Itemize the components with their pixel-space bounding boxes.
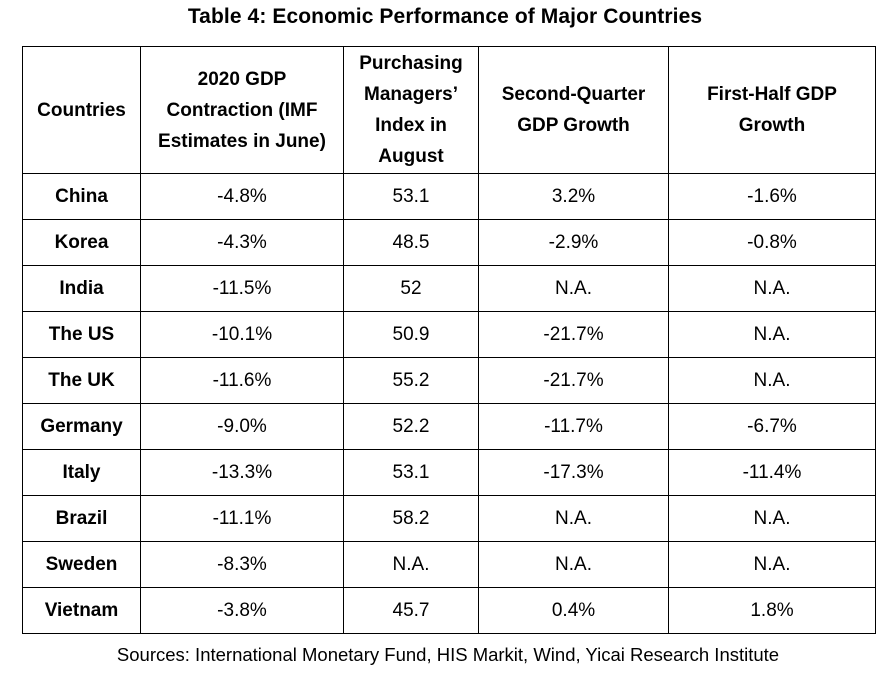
- table-row: Italy -13.3% 53.1 -17.3% -11.4%: [22, 449, 876, 496]
- gdp-contraction-cell: -11.5%: [140, 265, 344, 312]
- header-countries: Countries: [22, 46, 141, 174]
- pmi-cell: 48.5: [343, 219, 479, 266]
- q2-growth-cell: 3.2%: [478, 173, 669, 220]
- header-pmi: Purchasing Managers’ Index in August: [343, 46, 479, 174]
- q2-growth-cell: N.A.: [478, 541, 669, 588]
- h1-growth-cell: N.A.: [668, 311, 876, 358]
- h1-growth-cell: -1.6%: [668, 173, 876, 220]
- pmi-cell: 55.2: [343, 357, 479, 404]
- h1-growth-cell: N.A.: [668, 265, 876, 312]
- header-h1-growth: First-Half GDP Growth: [668, 46, 876, 174]
- country-cell: India: [22, 265, 141, 312]
- table-row: Sweden -8.3% N.A. N.A. N.A.: [22, 541, 876, 588]
- q2-growth-cell: -21.7%: [478, 357, 669, 404]
- gdp-contraction-cell: -11.6%: [140, 357, 344, 404]
- q2-growth-cell: -17.3%: [478, 449, 669, 496]
- table-row: Korea -4.3% 48.5 -2.9% -0.8%: [22, 219, 876, 266]
- country-cell: The UK: [22, 357, 141, 404]
- table-row: China -4.8% 53.1 3.2% -1.6%: [22, 173, 876, 220]
- header-q2-growth: Second-Quarter GDP Growth: [478, 46, 669, 174]
- header-pmi-label: Purchasing Managers’ Index in August: [359, 53, 463, 167]
- pmi-cell: 53.1: [343, 449, 479, 496]
- table-row: Vietnam -3.8% 45.7 0.4% 1.8%: [22, 587, 876, 634]
- table-row: India -11.5% 52 N.A. N.A.: [22, 265, 876, 312]
- table-row: Germany -9.0% 52.2 -11.7% -6.7%: [22, 403, 876, 450]
- header-q2-growth-label: Second-Quarter GDP Growth: [501, 84, 646, 136]
- h1-growth-cell: N.A.: [668, 495, 876, 542]
- pmi-cell: 45.7: [343, 587, 479, 634]
- q2-growth-cell: -21.7%: [478, 311, 669, 358]
- header-h1-growth-label: First-Half GDP Growth: [707, 84, 837, 136]
- pmi-cell: 53.1: [343, 173, 479, 220]
- h1-growth-cell: -11.4%: [668, 449, 876, 496]
- gdp-contraction-cell: -4.8%: [140, 173, 344, 220]
- country-cell: Italy: [22, 449, 141, 496]
- sources-note: Sources: International Monetary Fund, HI…: [116, 644, 780, 665]
- gdp-contraction-cell: -11.1%: [140, 495, 344, 542]
- h1-growth-cell: N.A.: [668, 541, 876, 588]
- q2-growth-cell: -2.9%: [478, 219, 669, 266]
- h1-growth-cell: -6.7%: [668, 403, 876, 450]
- q2-growth-cell: 0.4%: [478, 587, 669, 634]
- country-cell: Sweden: [22, 541, 141, 588]
- economic-performance-table: Countries 2020 GDP Contraction (IMF Esti…: [22, 46, 876, 634]
- pmi-cell: 52: [343, 265, 479, 312]
- country-cell: Vietnam: [22, 587, 141, 634]
- pmi-cell: 58.2: [343, 495, 479, 542]
- h1-growth-cell: 1.8%: [668, 587, 876, 634]
- pmi-cell: 52.2: [343, 403, 479, 450]
- gdp-contraction-cell: -4.3%: [140, 219, 344, 266]
- q2-growth-cell: N.A.: [478, 265, 669, 312]
- country-cell: Germany: [22, 403, 141, 450]
- h1-growth-cell: -0.8%: [668, 219, 876, 266]
- country-cell: Brazil: [22, 495, 141, 542]
- country-cell: Korea: [22, 219, 141, 266]
- q2-growth-cell: -11.7%: [478, 403, 669, 450]
- header-gdp-contraction-label: 2020 GDP Contraction (IMF Estimates in J…: [158, 68, 326, 152]
- table-row: Brazil -11.1% 58.2 N.A. N.A.: [22, 495, 876, 542]
- h1-growth-cell: N.A.: [668, 357, 876, 404]
- gdp-contraction-cell: -13.3%: [140, 449, 344, 496]
- country-cell: The US: [22, 311, 141, 358]
- header-gdp-contraction: 2020 GDP Contraction (IMF Estimates in J…: [140, 46, 344, 174]
- table-row: The UK -11.6% 55.2 -21.7% N.A.: [22, 357, 876, 404]
- gdp-contraction-cell: -10.1%: [140, 311, 344, 358]
- gdp-contraction-cell: -8.3%: [140, 541, 344, 588]
- country-cell: China: [22, 173, 141, 220]
- table-row: The US -10.1% 50.9 -21.7% N.A.: [22, 311, 876, 358]
- pmi-cell: 50.9: [343, 311, 479, 358]
- pmi-cell: N.A.: [343, 541, 479, 588]
- table-title: Table 4: Economic Performance of Major C…: [187, 5, 703, 28]
- q2-growth-cell: N.A.: [478, 495, 669, 542]
- gdp-contraction-cell: -9.0%: [140, 403, 344, 450]
- gdp-contraction-cell: -3.8%: [140, 587, 344, 634]
- table-header-row: Countries 2020 GDP Contraction (IMF Esti…: [22, 46, 876, 174]
